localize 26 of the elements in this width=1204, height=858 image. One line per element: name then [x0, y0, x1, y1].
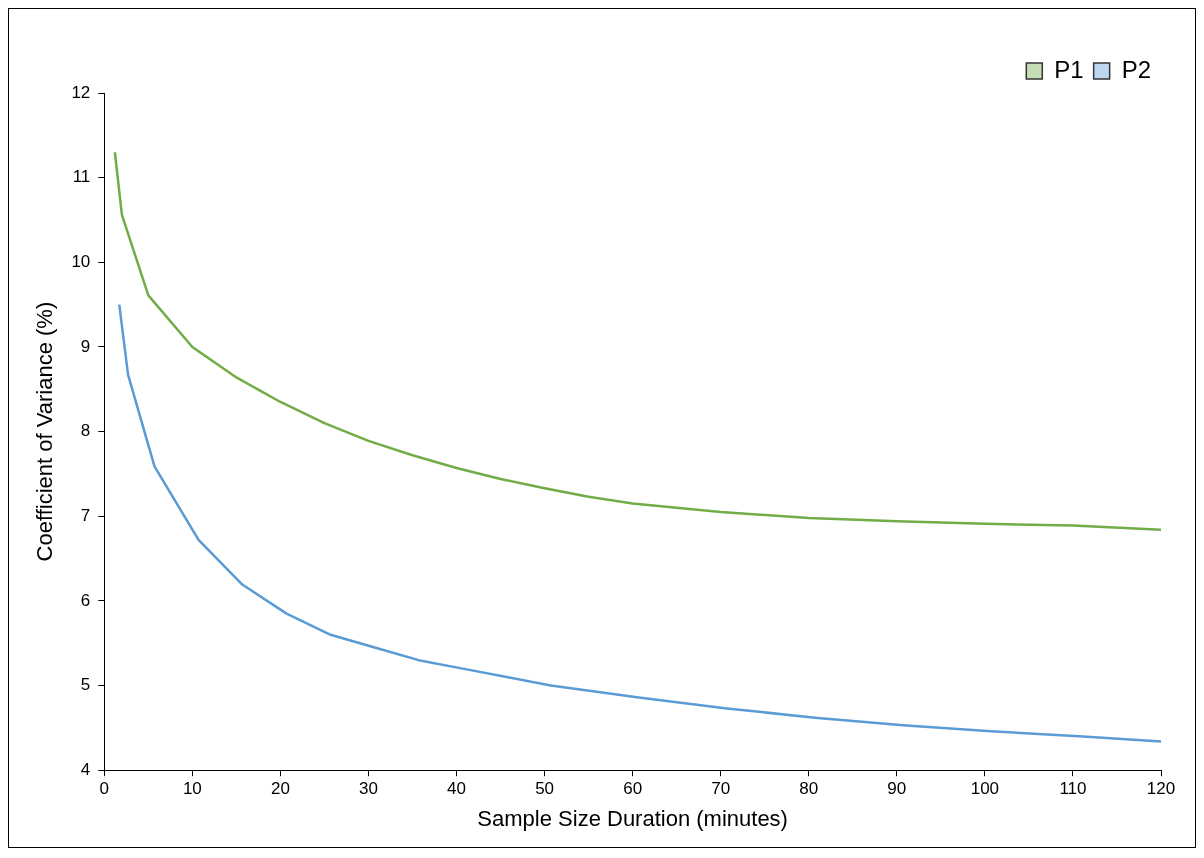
y-tick-label: 9	[80, 336, 91, 356]
x-tick-label: 30	[359, 779, 378, 799]
y-tick-label: 6	[80, 590, 91, 610]
x-tick-label: 60	[623, 779, 643, 799]
x-tick-label: 120	[1146, 779, 1176, 799]
y-tick-label: 7	[80, 505, 91, 525]
x-tick-label: 20	[270, 779, 290, 799]
x-tick-label: 40	[447, 779, 466, 799]
y-tick-label: 12	[71, 82, 91, 102]
y-tick-label: 4	[80, 759, 91, 779]
y-axis-title: Coefficient of Variance (%)	[32, 301, 58, 562]
x-tick-label: 80	[799, 779, 819, 799]
x-axis-title: Sample Size Duration (minutes)	[477, 805, 788, 831]
x-tick-label: 110	[1059, 779, 1087, 799]
legend-label: P2	[1121, 55, 1151, 83]
x-tick-label: 50	[535, 779, 555, 799]
x-tick-label: 70	[711, 779, 731, 799]
x-tick-label: 10	[182, 779, 202, 799]
x-tick-label: 0	[99, 779, 110, 799]
y-tick-label: 10	[71, 251, 91, 271]
x-tick-label: 90	[887, 779, 907, 799]
x-tick-label: 100	[970, 779, 1000, 799]
y-tick-label: 11	[72, 167, 91, 187]
legend-label: P1	[1054, 55, 1084, 83]
y-tick-label: 8	[80, 421, 91, 441]
y-tick-label: 5	[80, 675, 91, 695]
